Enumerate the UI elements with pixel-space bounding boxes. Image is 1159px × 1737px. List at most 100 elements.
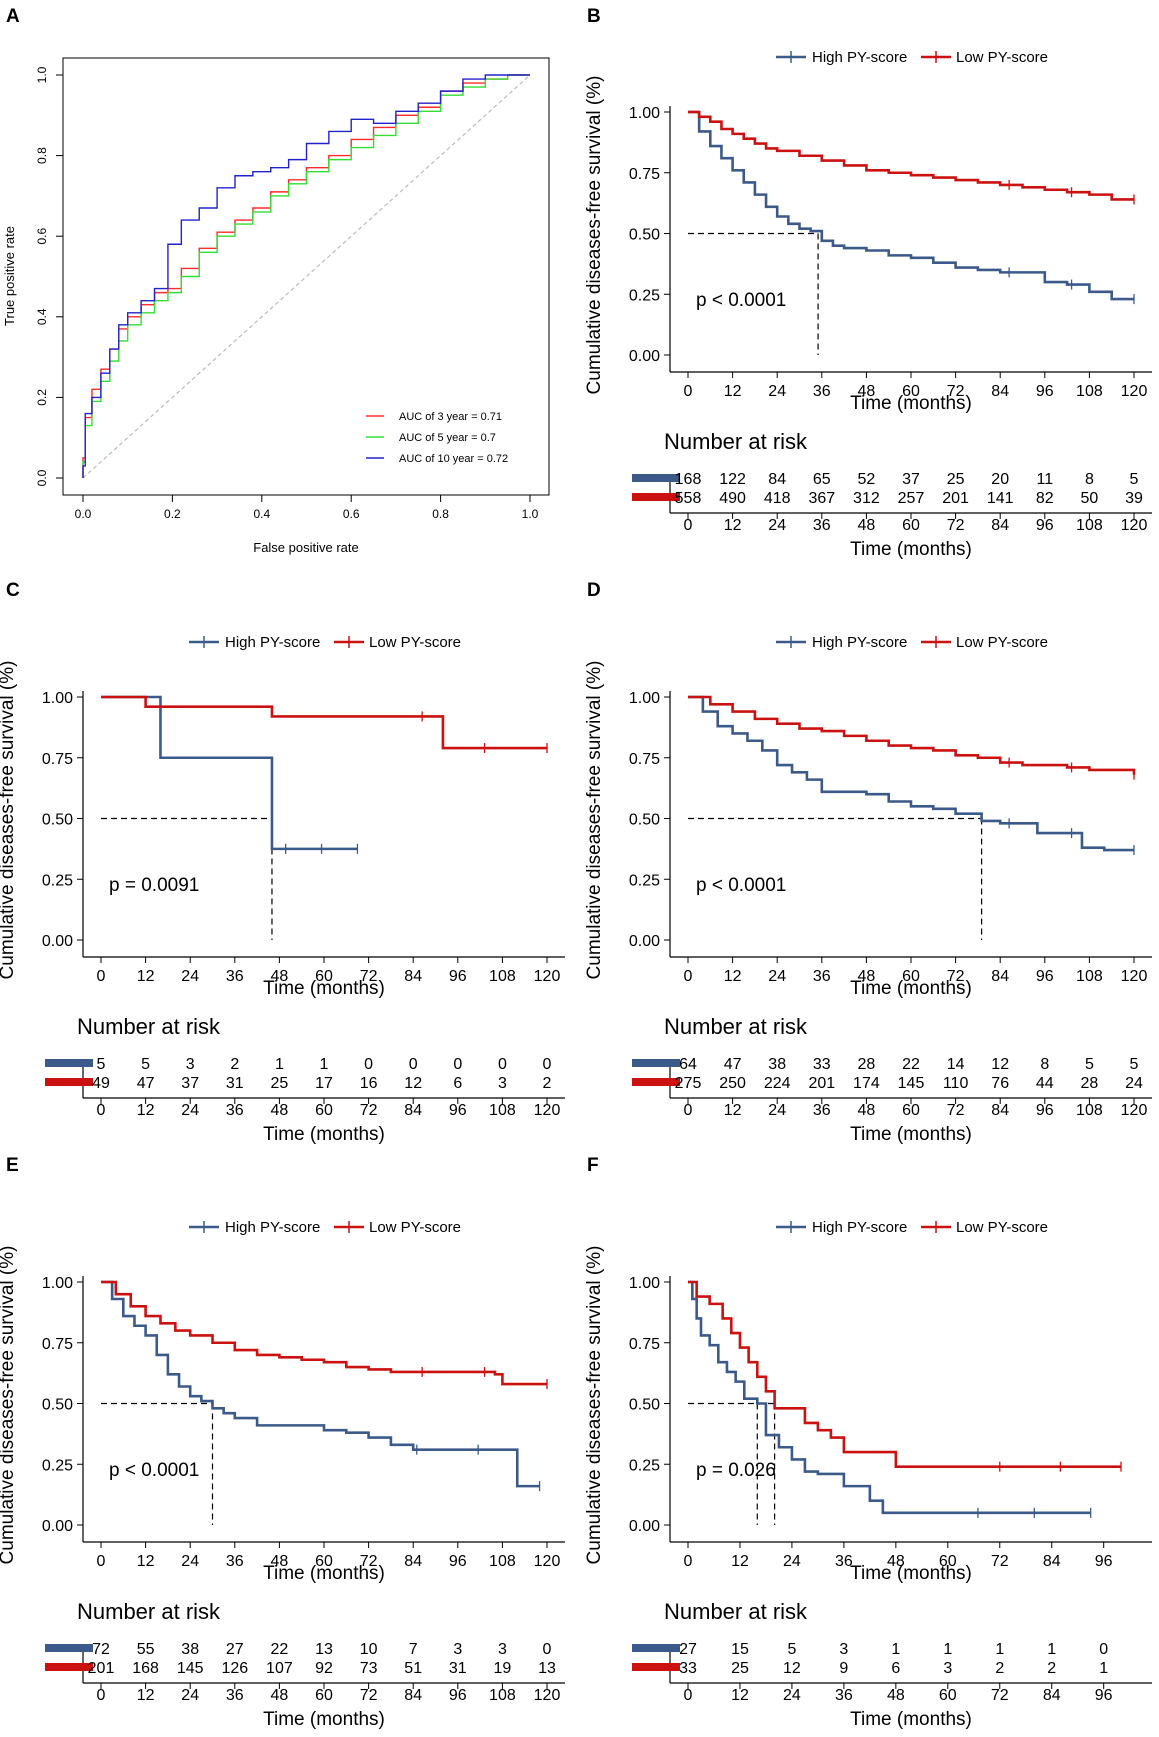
risk-x-tick-label: 36	[226, 1102, 244, 1119]
risk-table-title: Number at risk	[77, 1014, 221, 1039]
km-x-tick-label: 120	[534, 968, 561, 985]
legend-entry-low: Low PY-score	[369, 1219, 461, 1236]
roc-plot-frame	[62, 57, 550, 496]
survival-curve-high	[688, 695, 1134, 852]
risk-x-tick-label: 84	[991, 517, 1009, 534]
risk-x-tick-label: 96	[1036, 517, 1054, 534]
roc-y-tick-label: 0.0	[35, 469, 49, 486]
roc-chart: 0.0 0.0 0.2 0.2 0.4 0.4 0.6 0.6 0.8 0.8 1.0 1.0 Fals…	[2, 57, 550, 555]
risk-count-low: 141	[987, 490, 1014, 507]
risk-count-high: 8	[1085, 471, 1094, 488]
km-x-tick-label: 48	[271, 968, 289, 985]
risk-count-high: 5	[1130, 471, 1139, 488]
risk-x-tick-label: 120	[1121, 517, 1148, 534]
km-x-tick-label: 48	[858, 383, 876, 400]
km-x-tick-label: 120	[1121, 383, 1148, 400]
km-x-tick-label: 36	[813, 968, 831, 985]
survival-curve-high	[688, 110, 1134, 301]
risk-count-low: 490	[719, 490, 746, 507]
risk-x-tick-label: 36	[813, 517, 831, 534]
survival-curve-high	[688, 1280, 1091, 1515]
legend-entry-high: High PY-score	[225, 634, 320, 651]
risk-count-high: 3	[498, 1641, 507, 1658]
risk-count-high: 3	[839, 1641, 848, 1658]
km-y-tick-label: 0.75	[629, 166, 660, 183]
risk-count-high: 5	[1085, 1056, 1094, 1073]
risk-x-tick-label: 24	[181, 1687, 199, 1704]
survival-curve-high	[101, 695, 358, 851]
risk-x-tick-label: 84	[404, 1687, 422, 1704]
risk-count-low: 19	[494, 1660, 512, 1677]
risk-x-tick-label: 48	[887, 1687, 905, 1704]
legend-entry-high: High PY-score	[812, 634, 907, 651]
risk-table-title: Number at risk	[664, 429, 808, 454]
legend-entry-low: Low PY-score	[956, 49, 1048, 66]
km-x-tick-label: 36	[226, 968, 244, 985]
km-y-tick-label: 0.25	[629, 287, 660, 304]
risk-x-tick-label: 108	[1076, 1102, 1103, 1119]
risk-count-high: 14	[947, 1056, 965, 1073]
roc-x-tick-label: 0.2	[164, 507, 181, 521]
km-x-tick-label: 96	[1036, 383, 1054, 400]
risk-x-tick-label: 84	[991, 1102, 1009, 1119]
legend-entry-high: High PY-score	[812, 1219, 907, 1236]
risk-count-low: 3	[943, 1660, 952, 1677]
risk-count-high: 27	[679, 1641, 697, 1658]
risk-x-tick-label: 12	[137, 1687, 155, 1704]
km-y-axis-title: Cumulative diseases-free survival (%)	[584, 76, 605, 395]
risk-count-low: 25	[271, 1075, 289, 1092]
roc-y-tick-label: 0.4	[35, 308, 49, 325]
km-x-tick-label: 24	[181, 1553, 199, 1570]
risk-x-tick-label: 60	[315, 1102, 333, 1119]
km-x-axis-title: Time (months)	[850, 393, 972, 414]
roc-x-tick-label: 0.8	[432, 507, 449, 521]
risk-count-low: 1	[1099, 1660, 1108, 1677]
risk-count-high: 28	[858, 1056, 876, 1073]
risk-count-high: 1	[995, 1641, 1004, 1658]
risk-table-title: Number at risk	[664, 1599, 808, 1624]
risk-count-high: 0	[1099, 1641, 1108, 1658]
km-chart-C: High PY-score Low PY-score 0.00 0.25 0.50 0.7…	[0, 634, 565, 1145]
risk-count-high: 8	[1040, 1056, 1049, 1073]
roc-y-tick-label: 0.2	[35, 389, 49, 406]
km-y-tick-label: 0.50	[629, 227, 660, 244]
risk-x-tick-label: 120	[534, 1687, 561, 1704]
risk-x-tick-label: 0	[97, 1102, 106, 1119]
roc-y-tick-label: 0.8	[35, 147, 49, 164]
risk-count-high: 0	[409, 1056, 418, 1073]
risk-x-axis-title: Time (months)	[263, 1709, 385, 1730]
km-y-tick-label: 0.75	[629, 1336, 660, 1353]
km-x-tick-label: 12	[731, 1553, 749, 1570]
km-x-tick-label: 0	[684, 1553, 693, 1570]
km-legend: High PY-score Low PY-score	[776, 634, 1048, 651]
p-value-label: p = 0.026	[696, 1460, 776, 1481]
risk-x-tick-label: 24	[783, 1687, 801, 1704]
risk-x-tick-label: 120	[534, 1102, 561, 1119]
risk-count-high: 1	[943, 1641, 952, 1658]
risk-count-low: 31	[226, 1075, 244, 1092]
km-x-tick-label: 96	[449, 968, 467, 985]
km-y-tick-label: 0.50	[42, 812, 73, 829]
survival-curve-low	[688, 695, 1136, 775]
risk-count-high: 15	[731, 1641, 749, 1658]
risk-count-low: 76	[991, 1075, 1009, 1092]
km-x-tick-label: 24	[768, 968, 786, 985]
risk-x-tick-label: 36	[813, 1102, 831, 1119]
risk-x-tick-label: 60	[902, 1102, 920, 1119]
risk-count-low: 31	[449, 1660, 467, 1677]
risk-x-tick-label: 96	[1095, 1687, 1113, 1704]
risk-count-high: 5	[787, 1641, 796, 1658]
risk-count-low: 418	[764, 490, 791, 507]
km-y-tick-label: 0.25	[42, 1457, 73, 1474]
risk-table-title: Number at risk	[664, 1014, 808, 1039]
km-y-tick-label: 0.50	[42, 1397, 73, 1414]
km-x-tick-label: 84	[404, 968, 422, 985]
km-y-tick-label: 1.00	[629, 105, 660, 122]
km-y-tick-label: 0.25	[629, 872, 660, 889]
risk-count-low: 13	[538, 1660, 556, 1677]
roc-diagonal-reference	[82, 74, 531, 479]
roc-x-axis-title: False positive rate	[253, 540, 359, 555]
km-x-tick-label: 120	[534, 1553, 561, 1570]
risk-count-high: 11	[1036, 471, 1053, 488]
roc-y-tick-label: 1.0	[35, 66, 49, 83]
